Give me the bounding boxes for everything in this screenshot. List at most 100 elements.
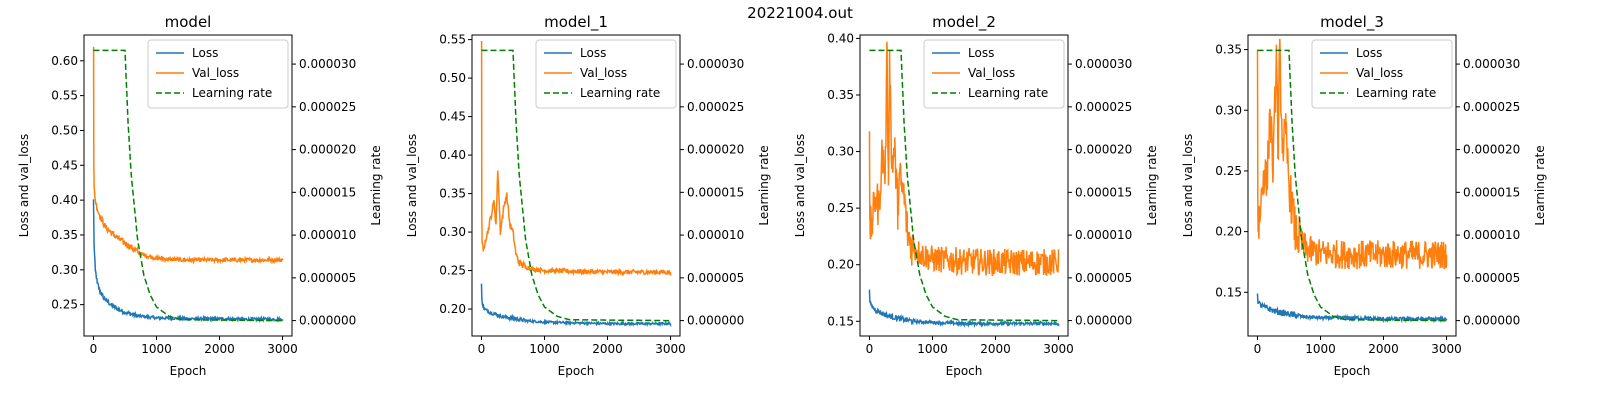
legend-label: Learning rate	[968, 86, 1048, 100]
subplot-model_1: model_1 0 1000 2000 3000 0.20 0.25 0.30 0.35 0.40…	[405, 13, 771, 378]
plot-area	[92, 46, 284, 323]
y-axis-label: Loss and val_loss	[1181, 134, 1195, 238]
y-tick-label: 0.60	[51, 54, 78, 68]
x-axis-label: Epoch	[1334, 364, 1371, 378]
subplot-model_3: model_3 0 1000 2000 3000 0.15 0.20 0.25 0.30 0.35…	[1181, 13, 1547, 378]
y2-tick-label: 0.000000	[299, 314, 356, 328]
y-tick-label: 0.20	[827, 258, 854, 272]
y2-tick-label: 0.000010	[1463, 228, 1520, 242]
y2-tick-label: 0.000010	[299, 228, 356, 242]
y2-tick-label: 0.000000	[1463, 314, 1520, 328]
y-tick-label: 0.30	[439, 225, 466, 239]
y2-tick-label: 0.000025	[687, 100, 744, 114]
y-tick-label: 0.20	[439, 302, 466, 316]
y2-tick-label: 0.000020	[1075, 143, 1132, 157]
y2-tick-label: 0.000025	[1463, 100, 1520, 114]
legend-label: Loss	[580, 46, 606, 60]
y2-tick-label: 0.000005	[1463, 271, 1520, 285]
x-tick-label: 2000	[1368, 342, 1399, 356]
y2-tick-label: 0.000000	[687, 314, 744, 328]
y2-tick-label: 0.000020	[299, 143, 356, 157]
y2-tick-label: 0.000005	[687, 271, 744, 285]
y-tick-label: 0.25	[827, 201, 854, 215]
legend-label: Learning rate	[1356, 86, 1436, 100]
y-tick-label: 0.25	[439, 264, 466, 278]
legend-label: Val_loss	[192, 66, 239, 80]
legend-label: Val_loss	[1356, 66, 1403, 80]
y2-tick-label: 0.000015	[299, 185, 356, 199]
x-tick-label: 0	[478, 342, 486, 356]
y-tick-label: 0.30	[1215, 103, 1242, 117]
y-axis-label: Loss and val_loss	[405, 134, 419, 238]
y2-tick-label: 0.000015	[1075, 185, 1132, 199]
y2-tick-label: 0.000005	[1075, 271, 1132, 285]
x-tick-label: 1000	[917, 342, 948, 356]
axes-frame	[859, 34, 1069, 337]
y-axis-label: Loss and val_loss	[793, 134, 807, 238]
legend-label: Loss	[192, 46, 218, 60]
legend: Loss Val_loss Learning rate	[923, 39, 1065, 109]
y2-tick-label: 0.000030	[687, 57, 744, 71]
legend-label: Loss	[968, 46, 994, 60]
y-tick-label: 0.35	[1215, 43, 1242, 57]
y-tick-label: 0.45	[51, 158, 78, 172]
y2-tick-label: 0.000030	[1463, 57, 1520, 71]
y2-tick-label: 0.000030	[1075, 57, 1132, 71]
x-tick-label: 3000	[1043, 342, 1074, 356]
x-tick-label: 2000	[204, 342, 235, 356]
x-axis-label: Epoch	[558, 364, 595, 378]
x-axis-label: Epoch	[170, 364, 207, 378]
x-tick-label: 2000	[592, 342, 623, 356]
y2-tick-label: 0.000010	[1075, 228, 1132, 242]
y-tick-label: 0.40	[439, 148, 466, 162]
x-axis-label: Epoch	[946, 364, 983, 378]
y-tick-label: 0.35	[51, 228, 78, 242]
y-tick-label: 0.35	[439, 187, 466, 201]
y2-axis-label: Learning rate	[369, 145, 383, 225]
y2-axis-label: Learning rate	[1145, 145, 1159, 225]
y-tick-label: 0.25	[51, 298, 78, 312]
subplot-model: model 0 1000 2000 3000 0.25 0.30 0.35 0.40 0.45 0.…	[17, 13, 383, 378]
x-tick-label: 1000	[529, 342, 560, 356]
y-axis-label: Loss and val_loss	[17, 134, 31, 238]
legend-box	[535, 39, 677, 109]
y2-tick-label: 0.000005	[299, 271, 356, 285]
series-line-learning-rate	[93, 49, 283, 322]
y2-tick-label: 0.000025	[1075, 100, 1132, 114]
y-tick-label: 0.35	[827, 88, 854, 102]
y-tick-label: 0.55	[51, 89, 78, 103]
y-tick-label: 0.30	[827, 145, 854, 159]
y2-axis-label: Learning rate	[757, 145, 771, 225]
plot-area	[868, 41, 1060, 329]
plot-area	[1256, 38, 1448, 324]
legend-label: Learning rate	[192, 86, 272, 100]
y2-tick-label: 0.000015	[687, 185, 744, 199]
y-tick-label: 0.15	[827, 314, 854, 328]
y-tick-label: 0.25	[1215, 164, 1242, 178]
legend-box	[923, 39, 1065, 109]
legend-label: Val_loss	[968, 66, 1015, 80]
legend-label: Learning rate	[580, 86, 660, 100]
y-tick-label: 0.55	[439, 33, 466, 47]
figure-title: 20221004.out	[747, 4, 853, 22]
series-line-val_loss	[480, 41, 672, 277]
series-line-learning-rate	[481, 49, 671, 322]
y2-tick-label: 0.000025	[299, 100, 356, 114]
axes-frame	[471, 34, 681, 337]
series-line-val_loss	[868, 41, 1060, 277]
y-tick-label: 0.45	[439, 110, 466, 124]
y2-tick-label: 0.000020	[687, 143, 744, 157]
y-tick-label: 0.40	[51, 193, 78, 207]
x-tick-label: 0	[1254, 342, 1262, 356]
x-tick-label: 2000	[980, 342, 1011, 356]
subplot-title: model_3	[1320, 13, 1384, 32]
x-tick-label: 0	[90, 342, 98, 356]
x-tick-label: 3000	[655, 342, 686, 356]
subplot-title: model_1	[544, 13, 608, 32]
y2-tick-label: 0.000015	[1463, 185, 1520, 199]
x-tick-label: 3000	[1431, 342, 1462, 356]
axes-frame	[1247, 34, 1457, 337]
x-tick-label: 1000	[1305, 342, 1336, 356]
legend-label: Val_loss	[580, 66, 627, 80]
